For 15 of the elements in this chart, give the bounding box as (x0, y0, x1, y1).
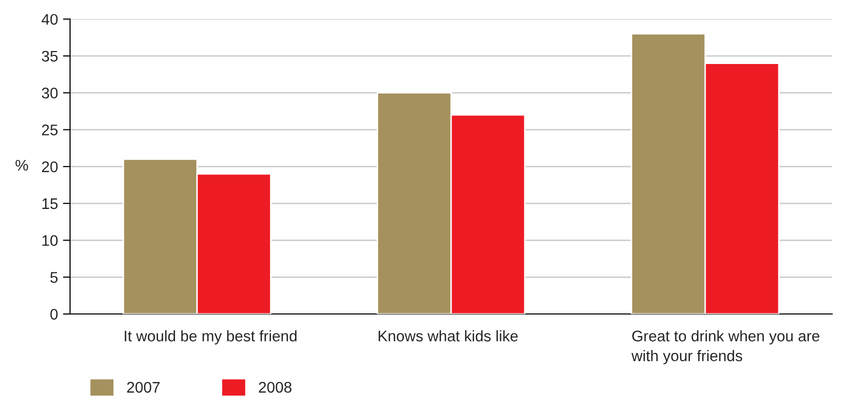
y-tick-label: 30 (42, 88, 58, 98)
y-tick-label: 35 (42, 50, 58, 62)
legend-label: 2008 (258, 382, 292, 393)
y-tick-label: 25 (42, 124, 58, 136)
y-tick-label: 15 (42, 198, 58, 210)
y-tick-label: 5 (50, 272, 58, 283)
y-tick-label: 40 (42, 14, 58, 25)
x-tick-label: Great to drink when you are with your friends (631, 330, 820, 364)
y-axis-title: % (16, 160, 28, 171)
y-tick-label: 0 (50, 308, 58, 320)
x-tick-label: It would be my best friend (124, 330, 296, 344)
x-tick-label: Knows what kids like (378, 330, 518, 342)
y-tick-label: 10 (42, 235, 58, 246)
legend-label: 2007 (127, 382, 160, 393)
y-tick-label: 20 (42, 161, 58, 172)
